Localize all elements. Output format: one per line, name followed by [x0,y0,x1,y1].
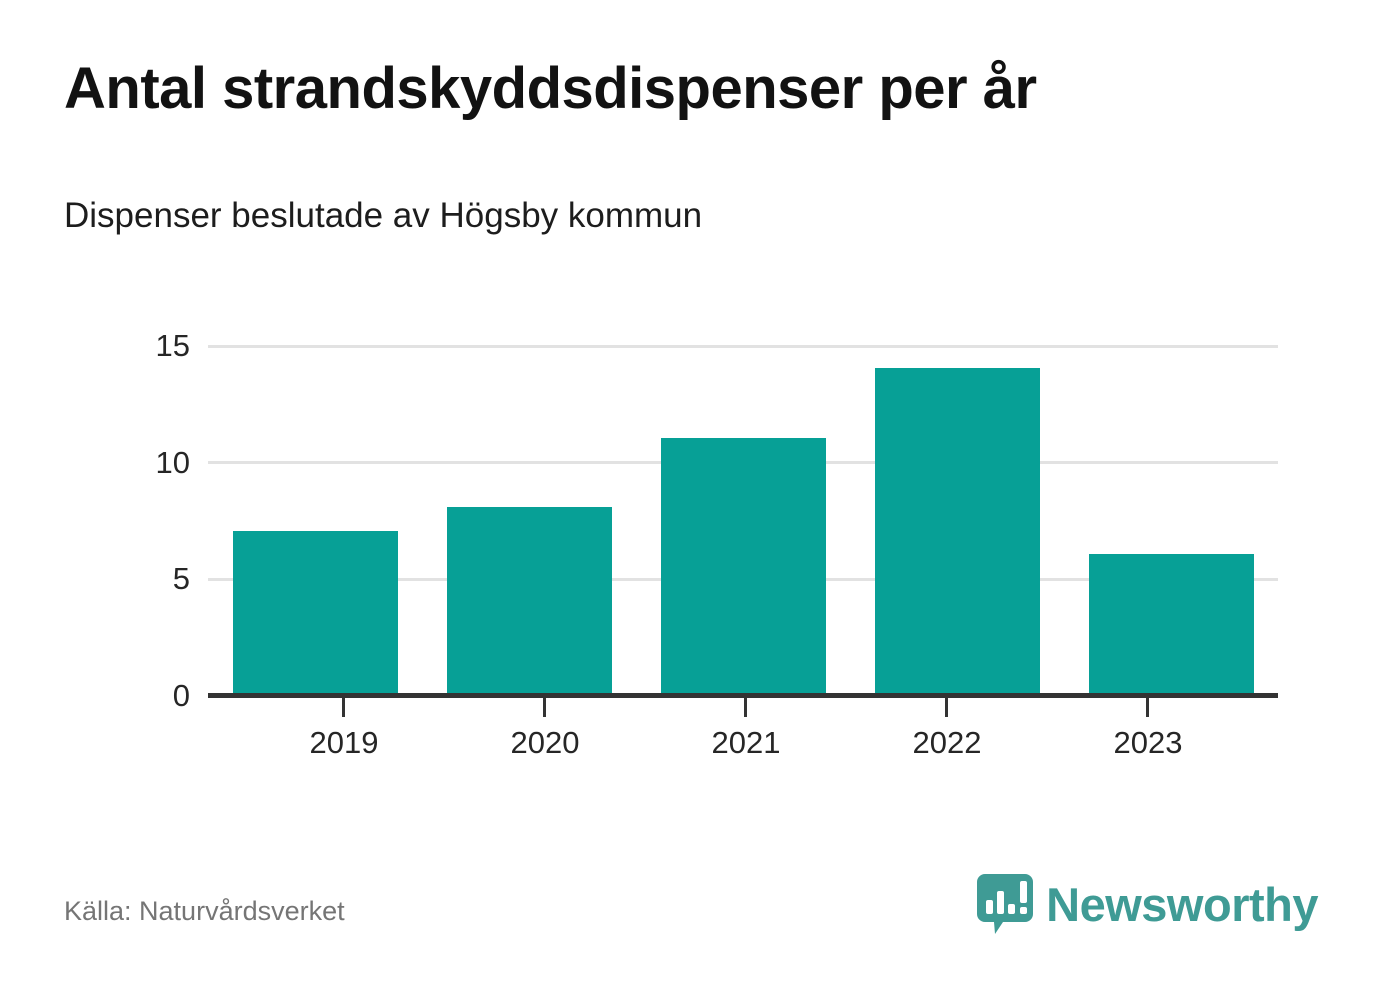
bar-2019[interactable] [233,531,398,693]
xtick-2020 [543,698,546,717]
xtick-label-2022: 2022 [912,725,982,760]
gridline-15 [208,345,1278,348]
page-title: Antal strandskyddsdispenser per år [64,56,1037,121]
bar-2022[interactable] [875,368,1040,693]
newsworthy-bars-speech-bubble-icon [977,874,1034,934]
x-axis-line [208,693,1278,698]
chart-subtitle: Dispenser beslutade av Högsby kommun [64,195,703,235]
xtick-label-2019: 2019 [309,725,379,760]
xtick-2019 [342,698,345,717]
bar-2023[interactable] [1089,554,1254,693]
bar-2021[interactable] [661,438,826,693]
xtick-label-2021: 2021 [711,725,781,760]
chart-header: Antal strandskyddsdispenser per år Dispe… [64,56,1324,237]
ytick-label-10: 10 [155,445,190,480]
bar-2020[interactable] [447,507,612,693]
xtick-2021 [744,698,747,717]
ytick-label-0: 0 [172,678,190,713]
xtick-2023 [1146,698,1149,717]
xtick-label-2023: 2023 [1113,725,1183,760]
newsworthy-wordmark: Newsworthy [1046,877,1318,931]
xtick-2022 [945,698,948,717]
ytick-label-5: 5 [172,561,190,596]
ytick-label-15: 15 [155,328,190,363]
newsworthy-logo[interactable]: Newsworthy [977,872,1318,936]
source-note: Källa: Naturvårdsverket [64,896,345,926]
xtick-label-2020: 2020 [510,725,580,760]
